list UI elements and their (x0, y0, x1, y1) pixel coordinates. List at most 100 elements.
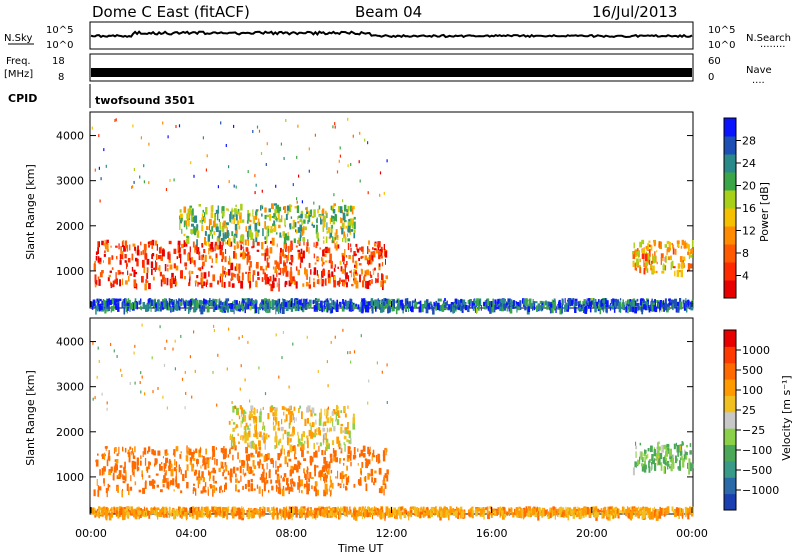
range-gate-cell (241, 460, 244, 467)
range-gate-cell (348, 255, 351, 260)
range-gate-cell (483, 301, 486, 306)
range-gate-cell (326, 212, 328, 218)
range-gate-cell (644, 305, 647, 311)
range-gate-cell (106, 459, 109, 467)
range-gate-cell (614, 302, 616, 308)
range-gate-cell (344, 443, 346, 452)
range-gate-cell (186, 464, 189, 471)
range-gate-cell (160, 279, 163, 287)
range-gate-cell (651, 299, 653, 302)
range-gate-cell (537, 512, 540, 521)
range-gate-cell (142, 487, 146, 494)
range-gate-cell (504, 298, 506, 302)
range-gate-cell (127, 305, 129, 311)
range-gate-cell (97, 247, 99, 254)
range-gate-cell (311, 215, 315, 218)
range-gate-cell (648, 240, 651, 243)
range-gate-cell (576, 511, 579, 515)
range-gate-cell (603, 506, 607, 511)
range-gate-cell (385, 299, 387, 308)
range-gate-cell (97, 256, 100, 263)
range-gate-cell (311, 223, 314, 226)
range-gate-cell (363, 306, 365, 311)
range-gate-cell (644, 464, 647, 470)
range-gate-cell (309, 276, 311, 284)
range-gate-cell (278, 206, 282, 212)
range-gate-cell (150, 261, 154, 269)
range-gate-cell (146, 258, 150, 265)
range-gate-cell (559, 306, 563, 315)
scatter-cell (169, 178, 171, 182)
range-gate-cell (174, 275, 176, 280)
range-gate-cell (177, 243, 181, 248)
range-gate-cell (301, 306, 305, 313)
range-gate-cell (343, 204, 347, 212)
range-gate-cell (653, 449, 656, 457)
range-gate-cell (241, 301, 243, 310)
range-gate-cell (134, 481, 137, 486)
range-gate-cell (316, 217, 318, 223)
range-gate-cell (314, 429, 317, 436)
range-gate-cell (319, 247, 321, 250)
range-gate-cell (156, 244, 158, 251)
scatter-cell (379, 171, 382, 175)
range-gate-cell (665, 451, 668, 457)
range-gate-cell (200, 277, 203, 285)
range-gate-cell (280, 267, 282, 274)
scatter-cell (98, 360, 100, 363)
range-gate-cell (132, 243, 136, 247)
range-gate-cell (188, 207, 192, 214)
range-gate-cell (336, 419, 340, 425)
range-gate-cell (343, 506, 346, 512)
range-gate-cell (602, 299, 606, 304)
range-gate-cell (416, 302, 419, 305)
range-gate-cell (476, 507, 480, 512)
range-gate-cell (237, 507, 241, 516)
range-gate-cell (146, 466, 149, 473)
range-gate-cell (247, 442, 249, 448)
scatter-cell (233, 184, 235, 188)
range-gate-cell (660, 507, 663, 515)
range-gate-cell (308, 247, 310, 254)
range-gate-cell (576, 302, 579, 306)
range-gate-cell (254, 222, 258, 230)
range-gate-cell (322, 434, 325, 443)
range-gate-cell (403, 511, 407, 519)
range-gate-cell (151, 479, 155, 487)
range-gate-cell (572, 298, 575, 305)
range-gate-cell (148, 283, 151, 290)
range-gate-cell (184, 470, 187, 478)
range-gate-cell (168, 466, 171, 471)
range-gate-cell (304, 299, 307, 303)
range-gate-cell (219, 300, 222, 306)
range-gate-cell (312, 300, 315, 305)
range-gate-cell (345, 486, 347, 491)
scatter-cell (333, 193, 335, 197)
range-gate-cell (238, 225, 241, 230)
range-gate-cell (400, 299, 403, 306)
range-gate-cell (275, 485, 278, 489)
range-gate-cell (545, 300, 547, 303)
range-gate-cell (373, 248, 377, 251)
range-gate-cell (287, 452, 290, 457)
range-gate-cell (456, 508, 459, 511)
range-gate-cell (313, 432, 316, 438)
range-gate-cell (385, 304, 388, 309)
range-gate-cell (375, 278, 378, 283)
range-gate-cell (335, 214, 337, 222)
range-gate-cell (635, 445, 638, 450)
range-gate-cell (508, 298, 511, 303)
range-gate-cell (339, 460, 341, 464)
range-gate-cell (124, 447, 127, 453)
range-gate-cell (659, 452, 663, 460)
range-gate-cell (561, 512, 565, 515)
range-gate-cell (567, 511, 570, 515)
range-gate-cell (212, 449, 216, 457)
range-gate-cell (303, 241, 305, 246)
range-gate-cell (667, 460, 670, 464)
range-gate-cell (352, 223, 354, 229)
range-gate-cell (380, 255, 383, 259)
range-gate-cell (152, 511, 154, 514)
range-gate-cell (319, 442, 322, 447)
range-gate-cell (207, 303, 210, 307)
